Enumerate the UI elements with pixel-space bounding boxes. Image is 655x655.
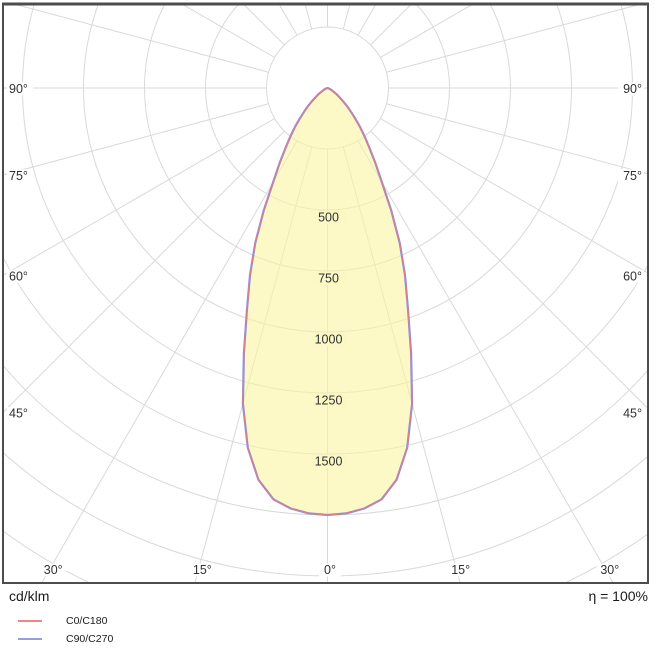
svg-text:60°: 60° [9,269,28,283]
efficiency-label: η = 100% [588,588,648,604]
svg-text:60°: 60° [623,269,642,283]
svg-text:15°: 15° [193,563,212,577]
svg-text:90°: 90° [623,82,642,96]
legend: C0/C180 C90/C270 [18,612,113,648]
svg-text:15°: 15° [451,563,470,577]
legend-item-c0-c180: C0/C180 [18,612,113,630]
svg-text:45°: 45° [9,407,28,421]
svg-text:30°: 30° [600,563,619,577]
svg-text:1250: 1250 [315,394,343,408]
svg-text:30°: 30° [44,563,63,577]
legend-item-c90-c270: C90/C270 [18,630,113,648]
legend-label: C0/C180 [66,615,108,627]
svg-text:45°: 45° [623,407,642,421]
svg-text:90°: 90° [9,82,28,96]
svg-text:75°: 75° [9,169,28,183]
c0-c180-line-swatch [18,620,42,622]
unit-label: cd/klm [9,588,50,604]
c90-c270-line-swatch [18,638,42,640]
svg-text:750: 750 [318,272,339,286]
svg-text:1000: 1000 [315,333,343,347]
svg-text:75°: 75° [623,169,642,183]
svg-text:1500: 1500 [315,455,343,469]
svg-text:0°: 0° [324,563,336,577]
svg-text:500: 500 [318,211,339,225]
legend-label: C90/C270 [66,633,114,645]
